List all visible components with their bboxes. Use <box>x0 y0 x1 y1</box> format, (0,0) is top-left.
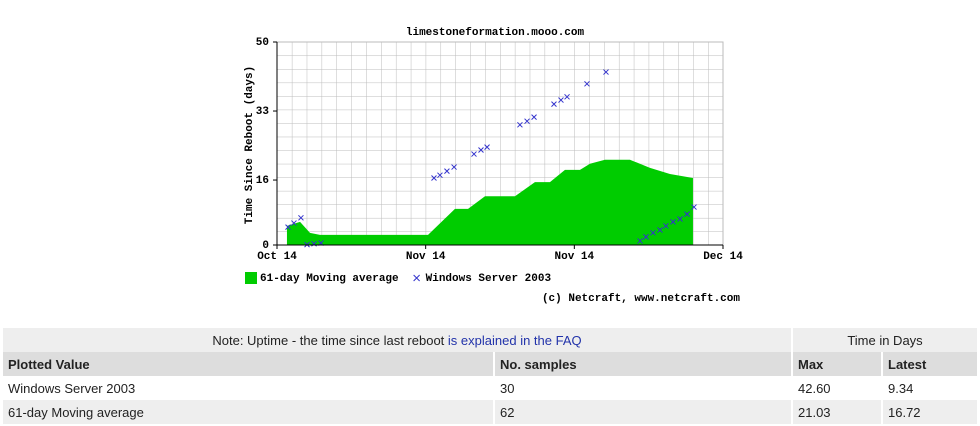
credit: (c) Netcraft, www.netcraft.com <box>542 293 740 305</box>
legend-label: Windows Server 2003 <box>426 273 552 285</box>
legend-label: 61-day Moving average <box>260 273 399 285</box>
y-tick-label: 50 <box>256 37 269 49</box>
y-axis-label: Time Since Reboot (days) <box>244 66 256 224</box>
column-header: Plotted Value <box>3 352 495 376</box>
point <box>684 211 690 217</box>
point <box>471 151 477 157</box>
group-header: Time in Days <box>792 328 979 352</box>
point <box>531 114 537 120</box>
point <box>517 121 523 128</box>
point <box>484 144 490 151</box>
point <box>637 238 643 244</box>
point <box>603 69 609 75</box>
point <box>663 223 669 229</box>
x-tick-label: Oct 14 <box>257 251 297 263</box>
cell: Windows Server 2003 <box>3 376 495 400</box>
point <box>650 229 656 236</box>
column-header: No. samples <box>494 352 793 376</box>
point <box>298 214 304 221</box>
point <box>643 234 649 240</box>
cell: 61-day Moving average <box>3 400 495 424</box>
point <box>285 224 291 230</box>
x-tick-label: Dec 14 <box>703 251 743 263</box>
chart-title: limestoneformation.mooo.com <box>406 27 585 39</box>
point <box>558 97 564 103</box>
legend-swatch <box>413 274 420 282</box>
x-tick-label: Nov 14 <box>555 251 595 263</box>
point <box>444 168 450 174</box>
x-tick-label: Nov 14 <box>406 251 446 263</box>
column-header: Max <box>792 352 883 376</box>
point <box>677 216 683 222</box>
y-tick-label: 33 <box>256 106 270 118</box>
cell: 30 <box>494 376 793 400</box>
cell: 16.72 <box>882 400 979 424</box>
point <box>691 204 697 210</box>
point <box>431 175 437 181</box>
note: Note: Uptime - the time since last reboo… <box>3 328 793 352</box>
cell: 42.60 <box>792 376 883 400</box>
point <box>551 101 557 107</box>
note-text: Note: Uptime - the time since last reboo… <box>212 332 445 348</box>
y-tick-label: 16 <box>256 175 269 187</box>
cell: 62 <box>494 400 793 424</box>
column-header: Latest <box>882 352 979 376</box>
cell: 9.34 <box>882 376 979 400</box>
legend-swatch <box>245 272 257 284</box>
chart: limestoneformation.mooo.com Time Since R… <box>244 27 743 305</box>
point <box>437 172 443 179</box>
point <box>524 118 530 125</box>
point <box>478 147 484 153</box>
point <box>564 93 570 100</box>
point <box>657 227 663 233</box>
area <box>286 159 693 245</box>
stats-table: Note: Uptime - the time since last reboo… <box>3 328 979 424</box>
point <box>670 219 676 225</box>
point <box>584 80 590 87</box>
faq-link[interactable]: is explained in the FAQ <box>447 332 582 348</box>
y-tick-label: 0 <box>262 240 269 252</box>
point <box>451 164 457 170</box>
cell: 21.03 <box>792 400 883 424</box>
point <box>291 220 297 226</box>
